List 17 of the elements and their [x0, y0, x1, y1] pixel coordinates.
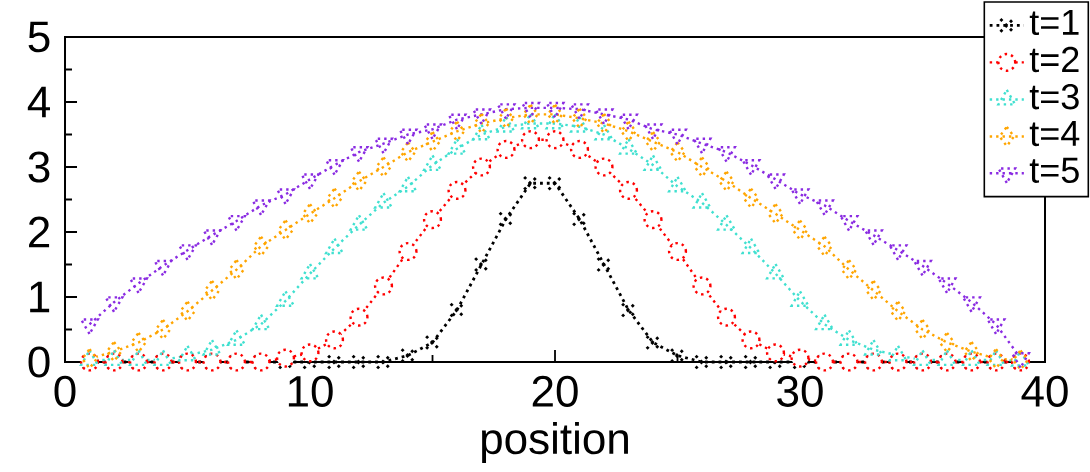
y-tick-label: 0 — [28, 346, 50, 378]
y-tick-label: 2 — [29, 216, 50, 248]
x-tick-label: 30 — [777, 375, 823, 407]
legend-label: t=1 — [1029, 10, 1079, 36]
x-axis-title: position — [482, 421, 628, 463]
x-tick-label: 20 — [532, 375, 578, 407]
y-tick-label: 4 — [27, 86, 50, 118]
x-tick-label: 10 — [288, 375, 333, 407]
legend-label: t=5 — [1029, 157, 1079, 183]
x-tick-label: 40 — [1021, 375, 1068, 407]
x-tick-label: 0 — [54, 375, 76, 407]
legend-label: t=3 — [1029, 83, 1079, 110]
legend-label: t=2 — [1029, 46, 1079, 73]
legend-label: t=4 — [1029, 121, 1080, 147]
y-tick-label: 3 — [28, 151, 50, 183]
y-tick-label: 1 — [30, 281, 50, 313]
y-tick-label: 5 — [28, 21, 50, 53]
